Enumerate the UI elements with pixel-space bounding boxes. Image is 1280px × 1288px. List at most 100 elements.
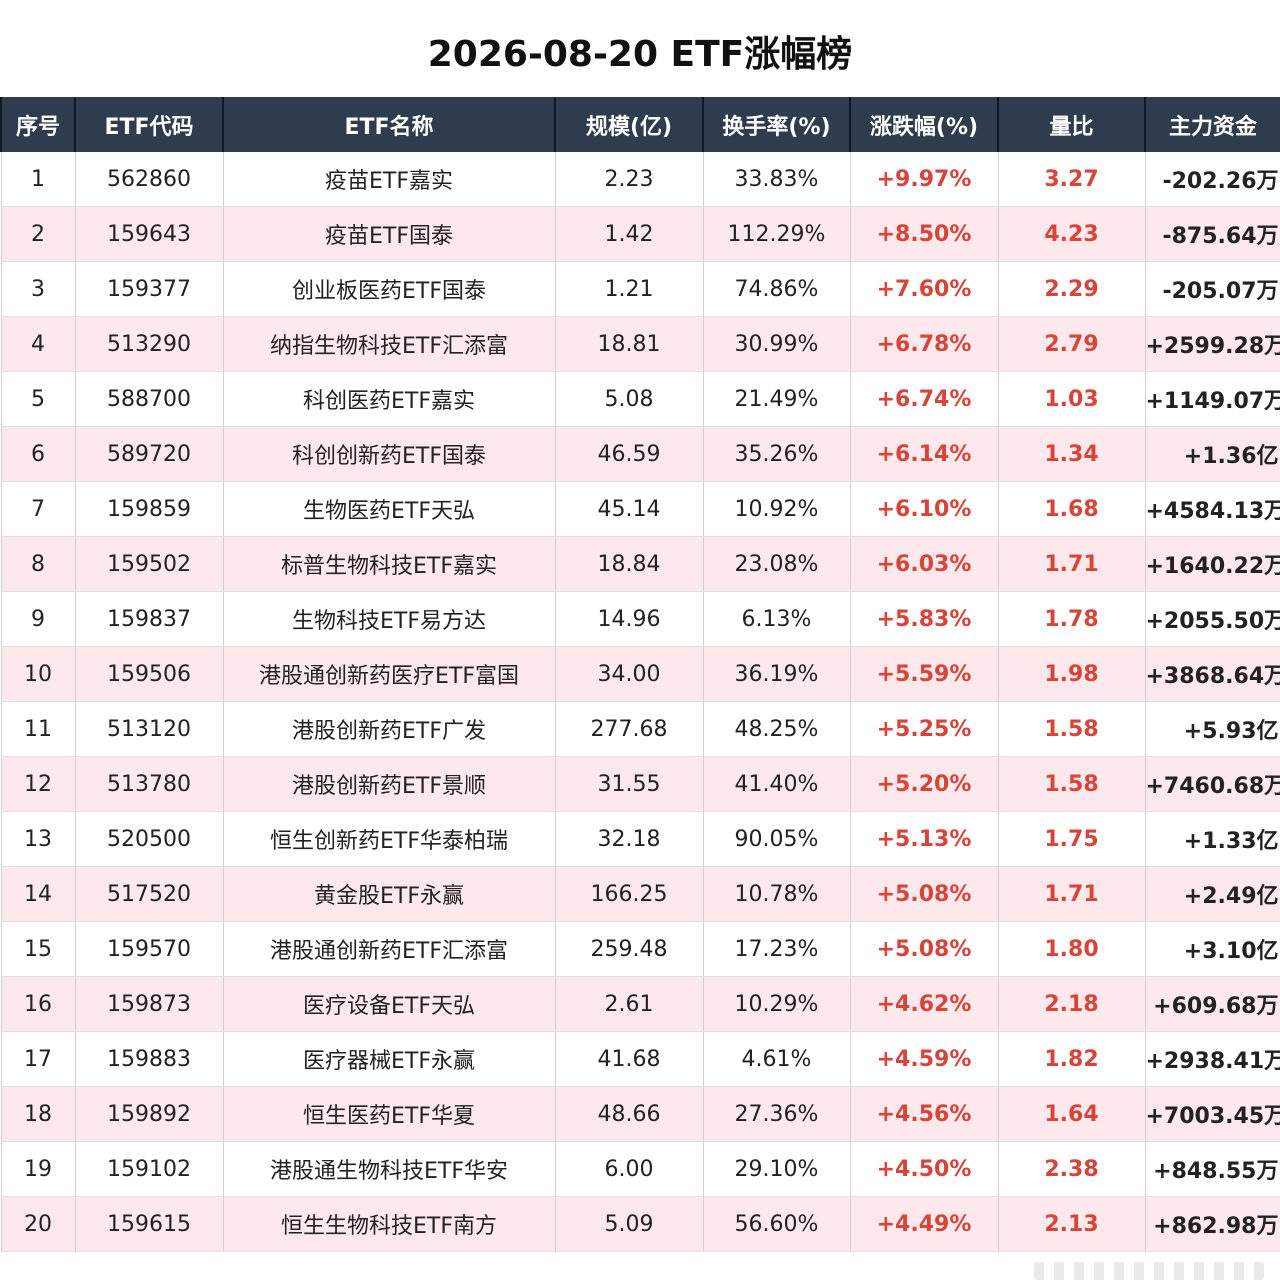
cell-fund-flow: +848.55万 (1144, 1141, 1280, 1197)
cell-no: 8 (0, 536, 76, 592)
cell-scale: 18.84 (554, 536, 704, 592)
cell-change: +4.59% (849, 1031, 999, 1087)
cell-scale: 166.25 (554, 866, 704, 922)
cell-fund-flow: +7460.68万 (1144, 756, 1280, 812)
header-scale[interactable]: 规模(亿) (554, 97, 704, 152)
cell-scale: 5.08 (554, 371, 704, 427)
cell-turnover: 56.60% (702, 1196, 851, 1252)
cell-change: +5.13% (849, 811, 999, 867)
cell-name: 港股通创新药ETF汇添富 (222, 921, 556, 977)
table-row[interactable]: 19 159102 港股通生物科技ETF华安 6.00 29.10% +4.50% 2.38… (0, 1141, 1280, 1197)
table-row[interactable]: 16 159873 医疗设备ETF天弘 2.61 10.29% +4.62% 2.18 +60… (0, 976, 1280, 1032)
header-name[interactable]: ETF名称 (222, 97, 556, 152)
table-row[interactable]: 17 159883 医疗器械ETF永赢 41.68 4.61% +4.59% 1.82 +29… (0, 1031, 1280, 1087)
cell-scale: 31.55 (554, 756, 704, 812)
table-row[interactable]: 6 589720 科创创新药ETF国泰 46.59 35.26% +6.14% 1.34 +1… (0, 426, 1280, 482)
cell-change: +4.56% (849, 1086, 999, 1142)
table-row[interactable]: 2 159643 疫苗ETF国泰 1.42 112.29% +8.50% 4.23 -875.… (0, 206, 1280, 262)
table-row[interactable]: 7 159859 生物医药ETF天弘 45.14 10.92% +6.10% 1.68 +45… (0, 481, 1280, 537)
table-row[interactable]: 1 562860 疫苗ETF嘉实 2.23 33.83% +9.97% 3.27 -202.2… (0, 152, 1280, 207)
cell-no: 3 (0, 261, 76, 317)
cell-volume-ratio: 2.79 (997, 316, 1146, 372)
cell-fund-flow: +2.49亿 (1144, 866, 1280, 922)
cell-no: 7 (0, 481, 76, 537)
cell-name: 港股创新药ETF广发 (222, 701, 556, 757)
cell-turnover: 10.29% (702, 976, 851, 1032)
table-row[interactable]: 18 159892 恒生医药ETF华夏 48.66 27.36% +4.56% 1.64 +7… (0, 1086, 1280, 1142)
table-body: 1 562860 疫苗ETF嘉实 2.23 33.83% +9.97% 3.27 -202.2… (0, 152, 1280, 1252)
cell-name: 港股通生物科技ETF华安 (222, 1141, 556, 1197)
cell-name: 疫苗ETF国泰 (222, 206, 556, 262)
header-turnover[interactable]: 换手率(%) (702, 97, 851, 152)
table-row[interactable]: 13 520500 恒生创新药ETF华泰柏瑞 32.18 90.05% +5.13% 1.7… (0, 811, 1280, 867)
cell-change: +6.78% (849, 316, 999, 372)
cell-turnover: 36.19% (702, 646, 851, 702)
cell-fund-flow: +1149.07万 (1144, 371, 1280, 427)
cell-volume-ratio: 1.71 (997, 866, 1146, 922)
header-code[interactable]: ETF代码 (74, 97, 224, 152)
cell-scale: 259.48 (554, 921, 704, 977)
table-row[interactable]: 14 517520 黄金股ETF永赢 166.25 10.78% +5.08% 1.71 +2… (0, 866, 1280, 922)
cell-volume-ratio: 1.58 (997, 756, 1146, 812)
cell-code: 517520 (74, 866, 224, 922)
cell-change: +7.60% (849, 261, 999, 317)
cell-name: 恒生生物科技ETF南方 (222, 1196, 556, 1252)
cell-volume-ratio: 1.80 (997, 921, 1146, 977)
cell-name: 港股创新药ETF景顺 (222, 756, 556, 812)
cell-scale: 6.00 (554, 1141, 704, 1197)
cell-fund-flow: +1.36亿 (1144, 426, 1280, 482)
table-row[interactable]: 4 513290 纳指生物科技ETF汇添富 18.81 30.99% +6.78% 2.79… (0, 316, 1280, 372)
cell-no: 4 (0, 316, 76, 372)
cell-code: 159859 (74, 481, 224, 537)
table-row[interactable]: 11 513120 港股创新药ETF广发 277.68 48.25% +5.25% 1.58… (0, 701, 1280, 757)
cell-name: 科创医药ETF嘉实 (222, 371, 556, 427)
header-volume-ratio[interactable]: 量比 (997, 97, 1146, 152)
cell-volume-ratio: 4.23 (997, 206, 1146, 262)
cell-name: 生物医药ETF天弘 (222, 481, 556, 537)
cell-scale: 277.68 (554, 701, 704, 757)
cell-code: 513290 (74, 316, 224, 372)
cell-code: 513120 (74, 701, 224, 757)
cell-code: 159883 (74, 1031, 224, 1087)
table-row[interactable]: 5 588700 科创医药ETF嘉实 5.08 21.49% +6.74% 1.03 +114… (0, 371, 1280, 427)
cell-fund-flow: +5.93亿 (1144, 701, 1280, 757)
table-row[interactable]: 20 159615 恒生生物科技ETF南方 5.09 56.60% +4.49% 2.13 +… (0, 1196, 1280, 1252)
cell-name: 创业板医药ETF国泰 (222, 261, 556, 317)
cell-no: 1 (0, 152, 76, 207)
cell-turnover: 112.29% (702, 206, 851, 262)
header-fund-flow[interactable]: 主力资金 (1144, 97, 1280, 152)
cell-turnover: 48.25% (702, 701, 851, 757)
cell-change: +4.62% (849, 976, 999, 1032)
table-row[interactable]: 10 159506 港股通创新药医疗ETF富国 34.00 36.19% +5.59% 1.… (0, 646, 1280, 702)
cell-no: 2 (0, 206, 76, 262)
table-row[interactable]: 12 513780 港股创新药ETF景顺 31.55 41.40% +5.20% 1.58 +… (0, 756, 1280, 812)
cell-volume-ratio: 2.38 (997, 1141, 1146, 1197)
table-row[interactable]: 9 159837 生物科技ETF易方达 14.96 6.13% +5.83% 1.78 +20… (0, 591, 1280, 647)
cell-no: 5 (0, 371, 76, 427)
header-row: 序号 ETF代码 ETF名称 规模(亿) 换手率(%) 涨跌幅(%) 量比 主力… (0, 97, 1280, 152)
cell-scale: 48.66 (554, 1086, 704, 1142)
cell-volume-ratio: 1.03 (997, 371, 1146, 427)
header-change[interactable]: 涨跌幅(%) (849, 97, 999, 152)
cell-name: 港股通创新药医疗ETF富国 (222, 646, 556, 702)
cell-scale: 5.09 (554, 1196, 704, 1252)
cell-volume-ratio: 2.13 (997, 1196, 1146, 1252)
table-row[interactable]: 15 159570 港股通创新药ETF汇添富 259.48 17.23% +5.08% 1.… (0, 921, 1280, 977)
table-row[interactable]: 8 159502 标普生物科技ETF嘉实 18.84 23.08% +6.03% 1.71 +… (0, 536, 1280, 592)
cell-code: 159570 (74, 921, 224, 977)
cell-turnover: 23.08% (702, 536, 851, 592)
cell-fund-flow: +1640.22万 (1144, 536, 1280, 592)
cell-change: +6.10% (849, 481, 999, 537)
table-row[interactable]: 3 159377 创业板医药ETF国泰 1.21 74.86% +7.60% 2.29 -20… (0, 261, 1280, 317)
cell-volume-ratio: 3.27 (997, 152, 1146, 207)
header-no[interactable]: 序号 (0, 97, 76, 152)
cell-turnover: 17.23% (702, 921, 851, 977)
cell-scale: 2.61 (554, 976, 704, 1032)
cell-change: +5.25% (849, 701, 999, 757)
cell-scale: 14.96 (554, 591, 704, 647)
cell-fund-flow: -202.26万 (1144, 152, 1280, 207)
cell-name: 黄金股ETF永赢 (222, 866, 556, 922)
cell-turnover: 35.26% (702, 426, 851, 482)
cell-code: 159892 (74, 1086, 224, 1142)
cell-no: 6 (0, 426, 76, 482)
